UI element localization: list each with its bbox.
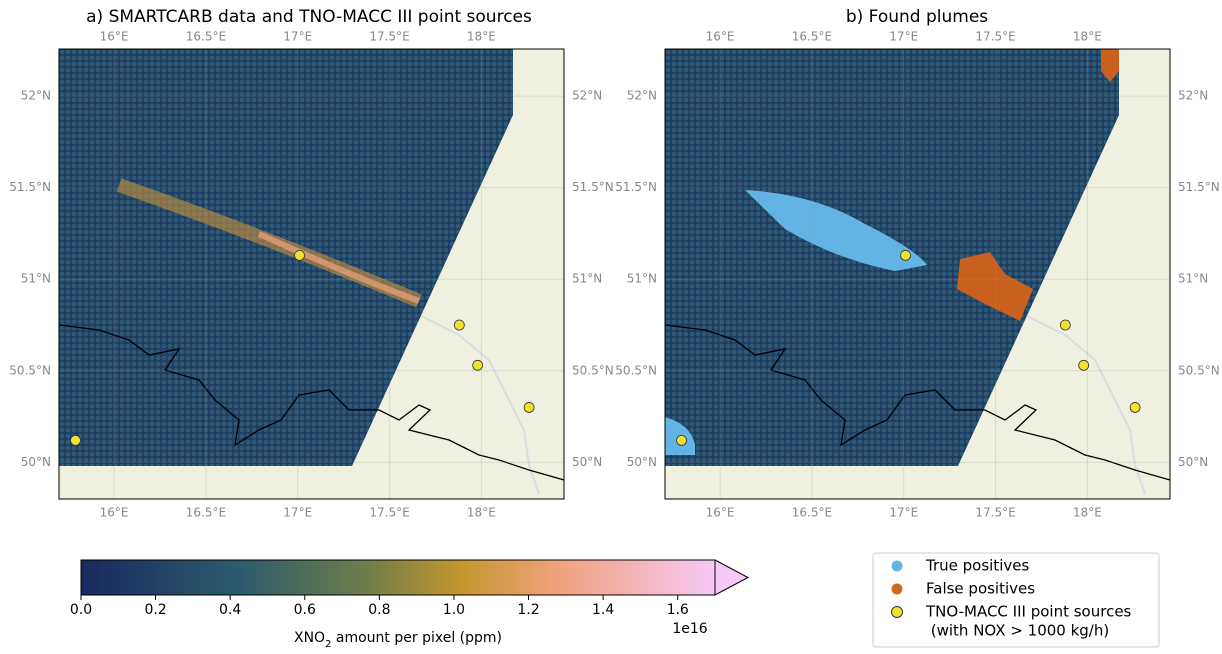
colorbar-label: XNO2 amount per pixel (ppm)	[294, 630, 502, 650]
lon-tick-label: 16°E	[100, 506, 129, 520]
lon-tick-label: 16.5°E	[792, 30, 832, 44]
lat-tick-label: 51.5°N	[1178, 180, 1220, 194]
label-part: amount per pixel (ppm)	[331, 630, 502, 646]
panel-title: a) SMARTCARB data and TNO-MACC III point…	[86, 7, 532, 27]
legend-label: (with NOX > 1000 kg/h)	[926, 622, 1109, 640]
legend-box	[872, 552, 1160, 648]
lat-tick-label: 50.5°N	[615, 363, 657, 377]
point-source	[676, 434, 687, 446]
point-source	[70, 434, 81, 446]
lat-tick-label: 52°N	[21, 89, 51, 103]
lon-tick-label: 16.5°E	[792, 506, 832, 520]
lon-tick-label: 17.5°E	[369, 506, 409, 520]
false-positive-area	[957, 252, 1033, 321]
lat-tick-label: 50°N	[627, 455, 657, 469]
lon-tick-label: 16°E	[100, 30, 129, 44]
colorbar-extend	[714, 559, 750, 596]
lat-tick-label: 52°N	[627, 89, 657, 103]
lon-tick-label: 16°E	[706, 30, 735, 44]
colorbar-tick-label: 1.0	[443, 602, 465, 618]
lat-tick-label: 50.5°N	[1178, 363, 1220, 377]
lon-tick-label: 16.5°E	[186, 30, 226, 44]
river	[418, 314, 540, 495]
lat-tick-label: 51.5°N	[572, 180, 614, 194]
legend-marker	[891, 583, 903, 595]
panel-title: b) Found plumes	[846, 7, 988, 27]
lon-tick-label: 16.5°E	[186, 506, 226, 520]
colorbar-tick-label: 0.8	[368, 602, 390, 618]
lat-tick-label: 51°N	[21, 272, 51, 286]
colorbar-tick-label: 1.6	[667, 602, 689, 618]
lat-tick-label: 51.5°N	[615, 180, 657, 194]
colorbar-tick-label: 1.2	[517, 602, 539, 618]
lon-tick-label: 18°E	[467, 506, 496, 520]
point-source	[294, 250, 305, 261]
colorbar-ramp	[80, 559, 716, 596]
label-part: XNO	[294, 630, 325, 646]
lat-tick-label: 52°N	[572, 89, 602, 103]
true-positive-area	[745, 190, 927, 271]
lon-tick-label: 17°E	[283, 30, 312, 44]
lat-tick-label: 51°N	[627, 272, 657, 286]
lat-tick-label: 51°N	[572, 272, 602, 286]
lat-tick-label: 50°N	[21, 455, 51, 469]
map-panel: a) SMARTCARB data and TNO-MACC III point…	[9, 7, 613, 520]
legend-label: False positives	[926, 580, 1035, 598]
legend-label: TNO-MACC III point sources	[925, 603, 1132, 621]
lon-tick-label: 18°E	[1073, 30, 1102, 44]
point-source	[523, 402, 535, 413]
lat-tick-label: 51°N	[1178, 272, 1208, 286]
lat-tick-label: 50°N	[1178, 455, 1208, 469]
colorbar-tick-label: 1.4	[592, 602, 614, 618]
colorbar-tick-label: 0.2	[144, 602, 166, 618]
legend-marker	[891, 606, 903, 618]
plume-core	[257, 231, 421, 304]
map-frame	[58, 48, 565, 500]
lon-tick-label: 18°E	[1073, 506, 1102, 520]
point-source	[472, 359, 484, 371]
lon-tick-label: 18°E	[467, 30, 496, 44]
colorbar-offset: 1e16	[672, 621, 707, 637]
lat-tick-label: 51.5°N	[9, 180, 51, 194]
colorbar-tick-label: 0.0	[70, 602, 92, 618]
lon-tick-label: 17°E	[889, 30, 918, 44]
lon-tick-label: 16°E	[706, 506, 735, 520]
lat-tick-label: 50.5°N	[9, 363, 51, 377]
colorbar-tick-label: 0.6	[294, 602, 316, 618]
point-source	[1078, 359, 1090, 371]
country-border	[664, 324, 1171, 481]
lon-tick-label: 17°E	[283, 506, 312, 520]
map-panel: b) Found plumes 16°E 16°E 16.5°E 16.5°E 17°E 1…	[615, 7, 1219, 520]
satellite-swath	[59, 49, 513, 466]
panels: a) SMARTCARB data and TNO-MACC III point…	[9, 7, 1219, 520]
legend: True positives False positives TNO-MACC II…	[872, 552, 1160, 648]
lat-tick-label: 52°N	[1178, 89, 1208, 103]
label-part: 2	[325, 639, 331, 650]
point-source	[1059, 319, 1071, 331]
point-source	[453, 319, 465, 331]
legend-label: True positives	[925, 557, 1029, 575]
lon-tick-label: 17.5°E	[975, 30, 1015, 44]
colorbar-tick-label: 0.4	[219, 602, 241, 618]
point-source	[900, 250, 911, 261]
country-border	[58, 324, 565, 481]
point-source	[1129, 402, 1141, 413]
false-positive-area	[1101, 49, 1119, 82]
lon-tick-label: 17.5°E	[369, 30, 409, 44]
lon-tick-label: 17°E	[889, 506, 918, 520]
lat-tick-label: 50.5°N	[572, 363, 614, 377]
colorbar: XNO2 amount per pixel (ppm) 1e16 0.0 0.2 0…	[70, 559, 750, 650]
legend-marker	[891, 560, 903, 572]
map-frame	[664, 48, 1171, 500]
lon-tick-label: 17.5°E	[975, 506, 1015, 520]
river	[1024, 314, 1146, 495]
lat-tick-label: 50°N	[572, 455, 602, 469]
